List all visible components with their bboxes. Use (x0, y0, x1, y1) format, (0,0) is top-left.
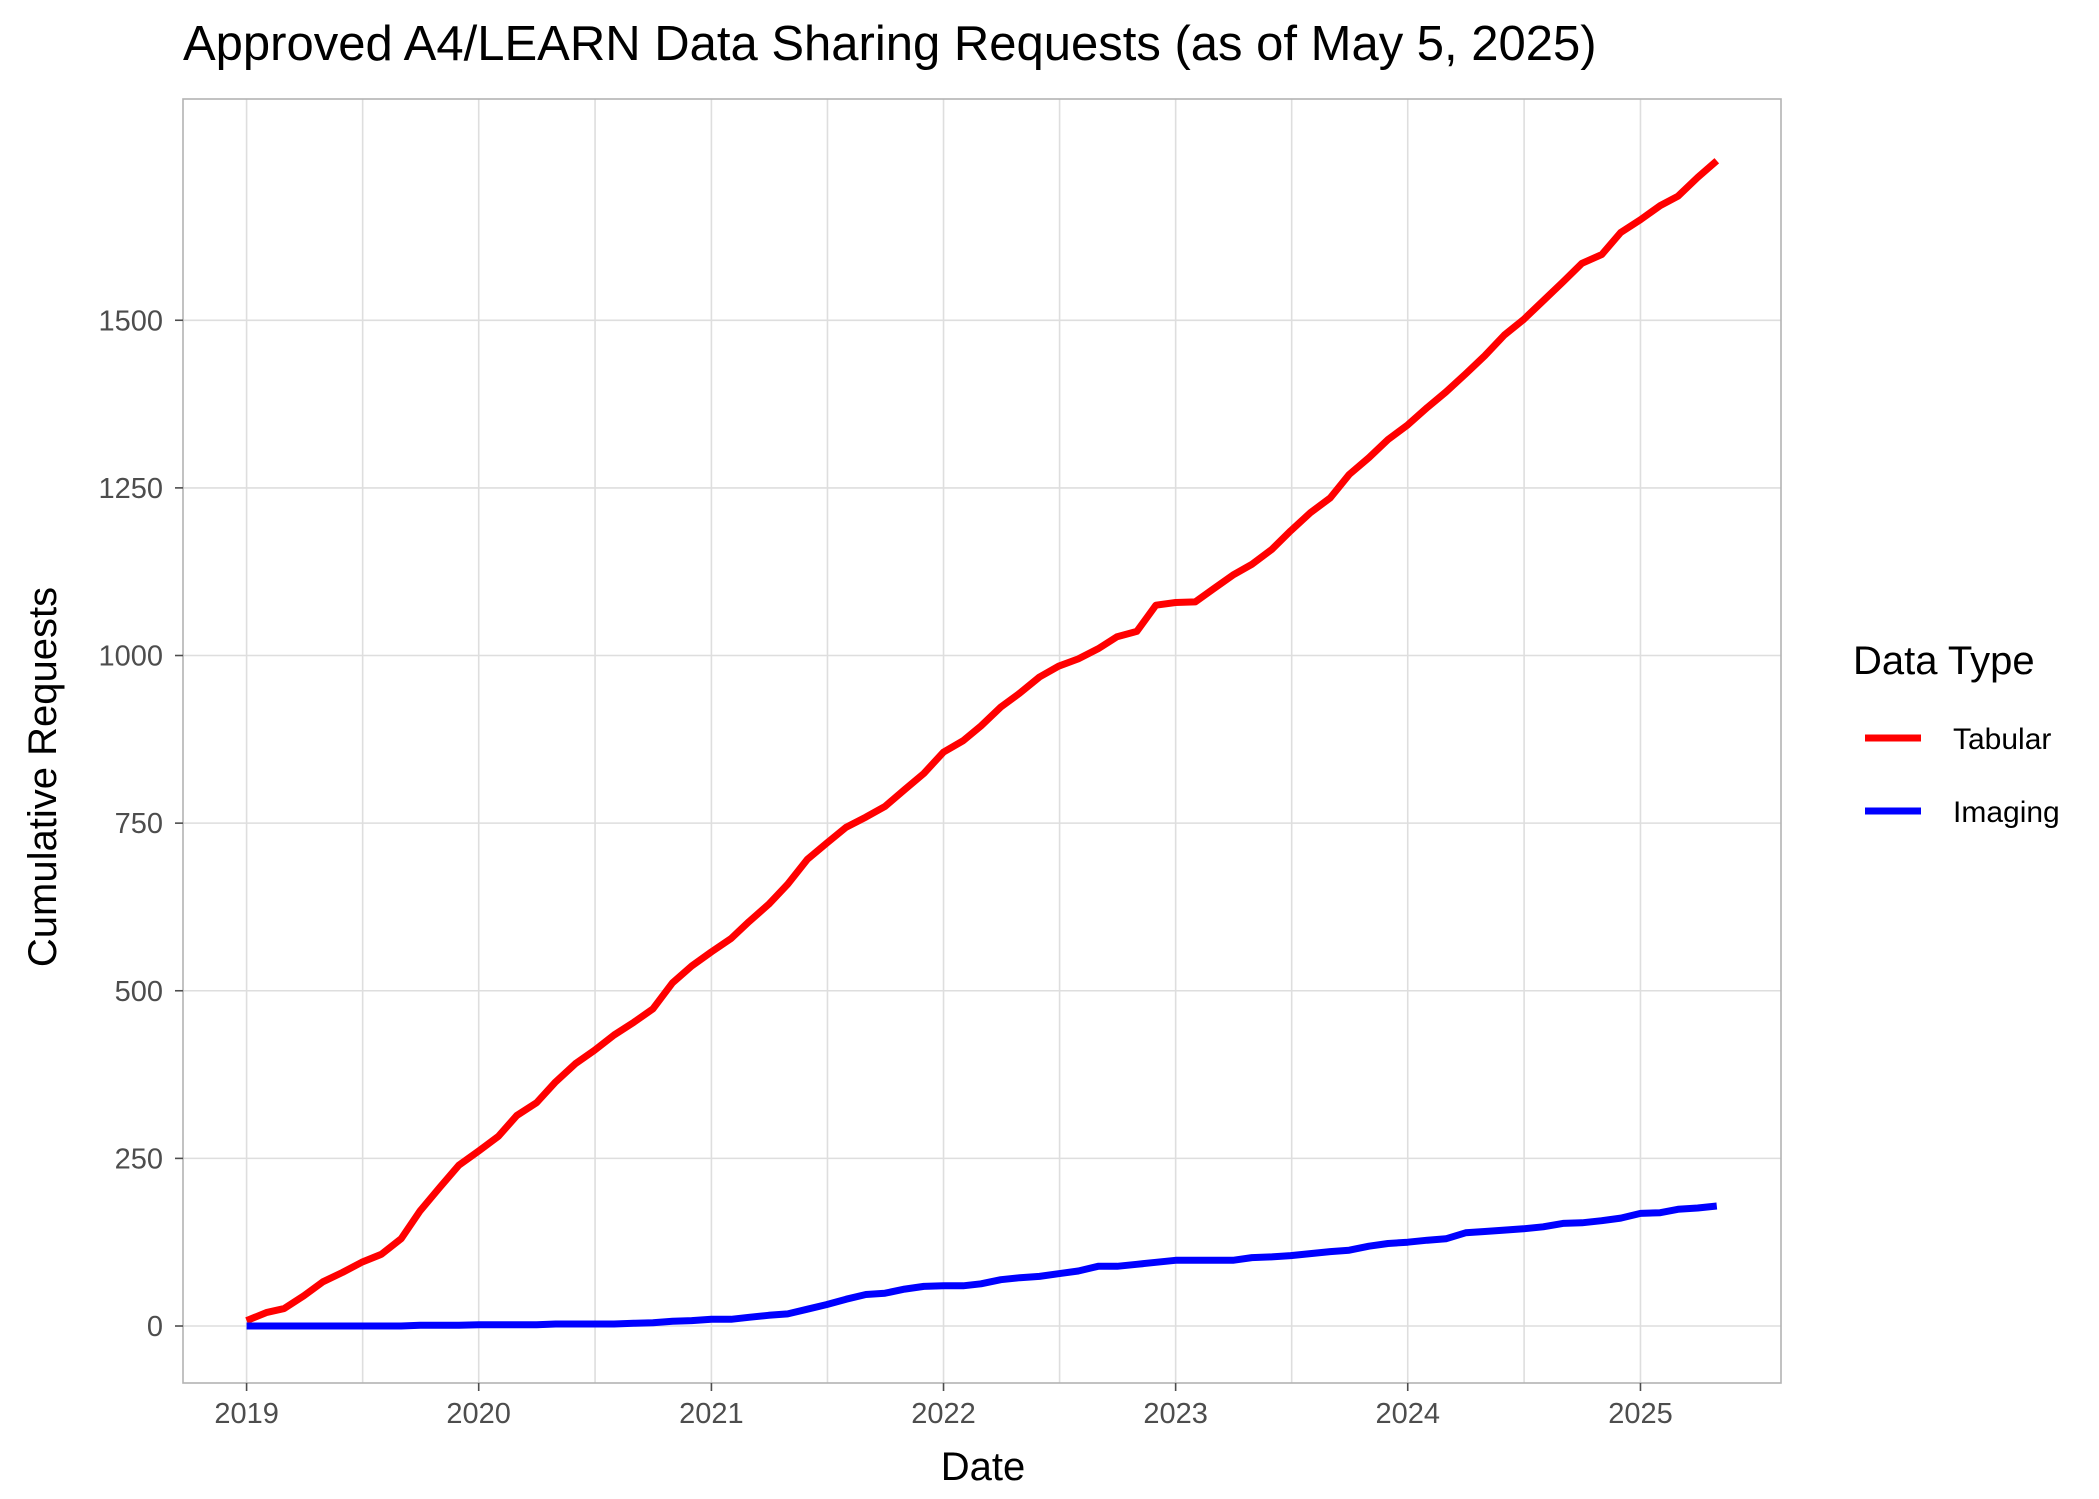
y-tick-label: 1500 (98, 305, 163, 337)
x-tick-label: 2019 (214, 1398, 279, 1430)
x-tick-label: 2020 (446, 1398, 511, 1430)
legend-item-imaging: Imaging (1865, 796, 2060, 829)
y-tick-label: 1000 (98, 641, 163, 673)
legend-label: Tabular (1953, 723, 2051, 756)
x-axis-title: Date (941, 1445, 1026, 1489)
x-tick-label: 2025 (1608, 1398, 1673, 1430)
series-line-tabular (245, 158, 1720, 1324)
y-tick-label: 1250 (98, 473, 163, 505)
y-axis-title: Cumulative Requests (21, 587, 65, 967)
x-tick-label: 2021 (679, 1398, 744, 1430)
x-tick-label: 2024 (1375, 1398, 1440, 1430)
x-axis: 2019 2020 2021 2022 2023 2024 2025 (214, 1383, 1673, 1430)
series-layer (245, 158, 1720, 1330)
x-tick-label: 2023 (1143, 1398, 1208, 1430)
x-tick-label: 2022 (911, 1398, 976, 1430)
legend-label: Imaging (1953, 796, 2060, 829)
panel-border (182, 98, 1782, 1384)
legend-items: Tabular Imaging (1865, 723, 2060, 829)
y-tick-label: 250 (115, 1143, 163, 1175)
grid-layer (183, 99, 1781, 1383)
y-axis: 0 250 500 750 1000 1250 1500 (98, 305, 183, 1343)
series-line-imaging (246, 1202, 1718, 1330)
y-tick-label: 0 (147, 1311, 163, 1343)
legend: Data Type Tabular Imaging (1853, 639, 2060, 829)
y-tick-label: 500 (115, 976, 163, 1008)
y-tick-label: 750 (115, 808, 163, 840)
legend-title: Data Type (1853, 639, 2035, 683)
chart-title: Approved A4/LEARN Data Sharing Requests … (183, 17, 1597, 71)
legend-item-tabular: Tabular (1865, 723, 2051, 756)
